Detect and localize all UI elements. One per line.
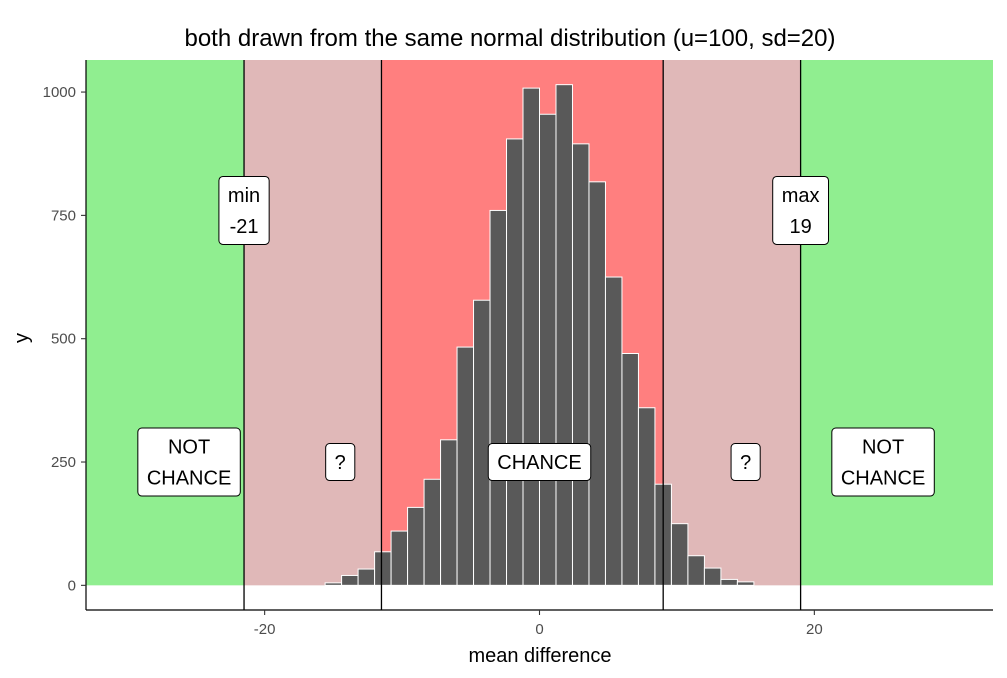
histogram-bar-11: [506, 138, 524, 586]
uncertain-right-label: ?: [730, 443, 761, 482]
histogram-bar-4: [390, 530, 409, 586]
threshold-lines: [243, 60, 802, 610]
not-chance-right-label-box: [831, 427, 935, 497]
x-tick-label: 0: [535, 621, 543, 638]
max-label: max 19: [772, 175, 830, 245]
uncertain-left-label-box: [325, 443, 356, 482]
histogram-bar-25: [736, 581, 755, 586]
chance-label-text: CHANCE: [497, 452, 581, 474]
not-chance-right-label-text: CHANCE: [841, 468, 925, 490]
chance-label: CHANCE: [487, 443, 592, 482]
histogram-bar-10: [489, 209, 508, 586]
histogram-bar-21: [670, 523, 689, 586]
not-chance-left-label-text: CHANCE: [147, 468, 231, 490]
histogram-bar-15: [571, 143, 590, 586]
y-tick-label: 1000: [43, 84, 76, 101]
histogram-bar-18: [621, 352, 639, 586]
histogram-bar-14: [555, 84, 573, 586]
histogram-bar-19: [637, 407, 656, 586]
x-axis-title: mean difference: [468, 645, 611, 667]
min-label: min -21: [218, 175, 270, 245]
not-chance-right-label-text: NOT: [862, 437, 904, 459]
histogram-bar-24: [720, 578, 738, 586]
chance-label-box: [487, 443, 592, 482]
y-axis-title: y: [11, 333, 33, 343]
y-tick-label: 500: [51, 331, 76, 348]
min-label-text: min: [228, 185, 260, 207]
region-not-chance-right: [800, 60, 993, 586]
region-not-chance-left: [86, 60, 245, 586]
y-tick-label: 250: [51, 454, 76, 471]
x-tick-label: 20: [806, 621, 823, 638]
histogram-bar-6: [423, 478, 442, 586]
histogram-bar-5: [407, 506, 425, 586]
chart-title: both drawn from the same normal distribu…: [184, 25, 835, 52]
region-uncertain-left: [244, 60, 382, 586]
axes: -20 0 20 0 250 500 750 1000: [43, 60, 993, 638]
y-tick-label: 750: [51, 207, 76, 224]
histogram-bar-0: [324, 582, 343, 586]
histogram-bar-23: [703, 567, 722, 586]
not-chance-left-label: NOT CHANCE: [137, 427, 241, 497]
annotation-labels: min -21 max 19 NOT CHANCE? CHANCE ? NOT CHANCE: [137, 175, 935, 497]
min-label-text: -21: [230, 216, 259, 238]
not-chance-left-label-box: [137, 427, 241, 497]
uncertain-left-label: ?: [325, 443, 356, 482]
min-label-box: [218, 175, 270, 245]
uncertain-right-label-box: [730, 443, 761, 482]
histogram-bar-17: [604, 276, 623, 586]
not-chance-left-label-text: NOT: [168, 437, 210, 459]
histogram-bar-9: [473, 299, 491, 586]
max-label-text: 19: [789, 216, 811, 238]
not-chance-right-label: NOT CHANCE: [831, 427, 935, 497]
histogram-bar-7: [440, 439, 458, 586]
max-label-box: [772, 175, 830, 245]
histogram-bar-16: [588, 181, 606, 586]
x-tick-label: -20: [254, 621, 276, 638]
region-uncertain-right: [663, 60, 801, 586]
histogram-bar-3: [374, 551, 392, 586]
histogram-bar-1: [341, 574, 359, 586]
histogram-bar-12: [522, 87, 541, 586]
uncertain-right-label-text: ?: [740, 452, 751, 474]
histogram-bar-22: [687, 555, 705, 586]
histogram-bar-13: [539, 113, 557, 586]
histogram-bar-8: [456, 346, 475, 586]
y-tick-label: 0: [68, 577, 76, 594]
uncertain-left-label-text: ?: [335, 452, 346, 474]
histogram-bar-2: [357, 568, 376, 586]
max-label-text: max: [782, 185, 820, 207]
